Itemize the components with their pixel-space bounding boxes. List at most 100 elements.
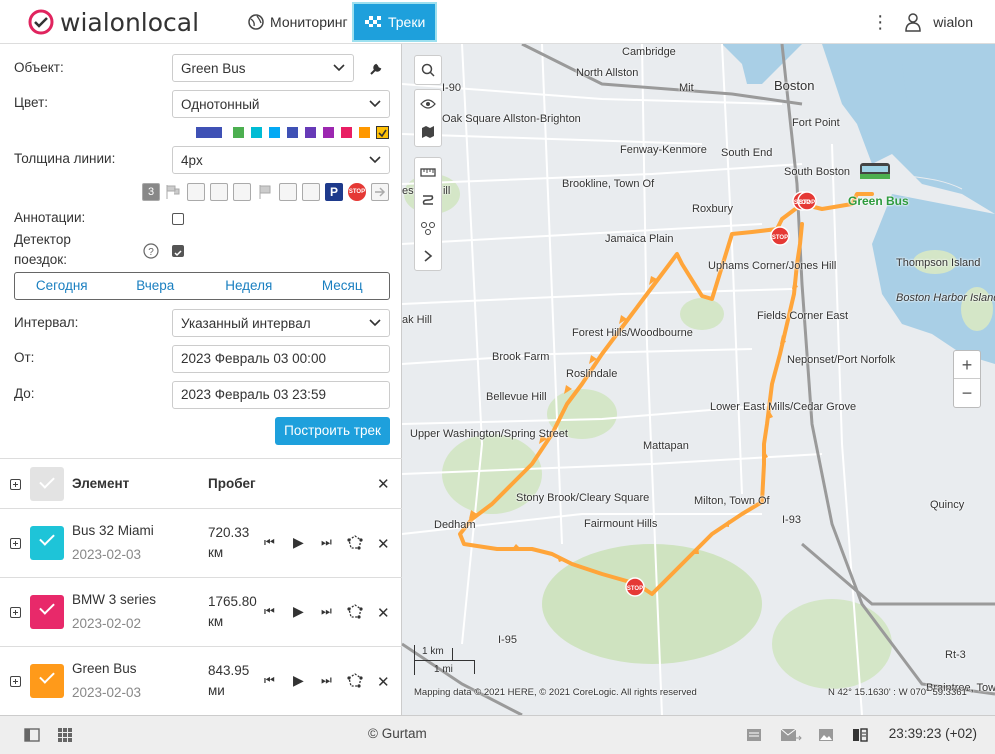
- mail-icon[interactable]: [780, 728, 802, 742]
- unit-label[interactable]: Green Bus: [848, 194, 909, 208]
- stop-icon[interactable]: STOP: [348, 183, 366, 201]
- track-name: Green Bus: [72, 661, 137, 676]
- video-icon[interactable]: [302, 183, 320, 201]
- track-date: 2023-02-03: [72, 685, 142, 700]
- from-input[interactable]: 2023 Февраль 03 00:00: [172, 345, 390, 373]
- nodes-icon[interactable]: [415, 214, 441, 242]
- arrow-icon[interactable]: [371, 183, 389, 201]
- flag-icon[interactable]: [256, 183, 274, 201]
- trip-detector-checkbox[interactable]: [172, 245, 184, 257]
- select-all-checkbox[interactable]: [30, 467, 64, 501]
- period-yesterday[interactable]: Вчера: [136, 278, 175, 293]
- stop-markers[interactable]: [625, 191, 817, 597]
- column-element: Элемент: [72, 476, 130, 491]
- map-label: Fields Corner East: [757, 310, 849, 322]
- track-color-checkbox[interactable]: [30, 595, 64, 629]
- next-icon[interactable]: ⏭: [321, 604, 332, 618]
- fuel-icon[interactable]: [187, 183, 205, 201]
- image-icon[interactable]: [818, 728, 834, 742]
- color-chip[interactable]: [233, 127, 244, 138]
- sidebar-toggle-icon[interactable]: [24, 728, 40, 742]
- period-today[interactable]: Сегодня: [35, 278, 88, 293]
- to-input[interactable]: 2023 Февраль 03 23:59: [172, 381, 390, 409]
- expand-icon[interactable]: [10, 607, 21, 618]
- log-icon[interactable]: [746, 728, 762, 742]
- map-icon[interactable]: [415, 118, 441, 146]
- interval-select[interactable]: Указанный интервал: [172, 309, 390, 337]
- parking-icon[interactable]: P: [325, 183, 343, 201]
- build-track-button[interactable]: Построить трек: [275, 417, 390, 445]
- track-name: BMW 3 series: [72, 592, 157, 607]
- color-select[interactable]: Однотонный: [172, 90, 390, 118]
- period-week[interactable]: Неделя: [225, 278, 273, 293]
- color-chip[interactable]: [251, 127, 262, 138]
- object-select[interactable]: Green Bus: [172, 54, 354, 82]
- prev-icon[interactable]: ⏮: [264, 673, 275, 687]
- play-icon[interactable]: ▶: [293, 534, 304, 550]
- ruler-icon[interactable]: [415, 158, 441, 186]
- bus-icon[interactable]: [860, 163, 890, 179]
- map-label: North Allston: [576, 67, 639, 79]
- color-chip[interactable]: [269, 127, 280, 138]
- play-icon[interactable]: ▶: [293, 672, 304, 688]
- chevron-right-icon[interactable]: [415, 242, 441, 270]
- period-month[interactable]: Месяц: [321, 278, 363, 293]
- expand-all-icon[interactable]: [10, 479, 21, 490]
- flags-icon[interactable]: [164, 183, 182, 201]
- nav-tracks[interactable]: Треки: [352, 2, 438, 42]
- wrench-icon[interactable]: [368, 61, 384, 77]
- track-mileage-unit: км: [208, 614, 224, 629]
- user-name[interactable]: wialon: [933, 14, 973, 30]
- next-icon[interactable]: ⏭: [321, 673, 332, 687]
- prev-icon[interactable]: ⏮: [264, 535, 275, 549]
- user-icon[interactable]: [901, 12, 925, 32]
- remove-track-icon[interactable]: ✕: [377, 536, 390, 553]
- logo[interactable]: wialonlocal: [26, 8, 199, 37]
- map-label: I-95: [498, 634, 517, 646]
- nav-monitoring[interactable]: Мониторинг: [238, 4, 358, 40]
- image-icon[interactable]: [279, 183, 297, 201]
- eye-icon[interactable]: [415, 90, 441, 118]
- prev-icon[interactable]: ⏮: [264, 604, 275, 618]
- next-icon[interactable]: ⏭: [321, 535, 332, 549]
- help-icon[interactable]: ?: [143, 243, 159, 259]
- color-chip[interactable]: [376, 126, 389, 139]
- kebab-menu-icon[interactable]: ⋮: [871, 11, 890, 32]
- track-color-checkbox[interactable]: [30, 526, 64, 560]
- search-icon[interactable]: [415, 56, 441, 84]
- fuel-pump-icon[interactable]: [233, 183, 251, 201]
- annotations-checkbox[interactable]: [172, 213, 184, 225]
- trip-number-icon[interactable]: 3: [142, 183, 160, 201]
- expand-icon[interactable]: [10, 676, 21, 687]
- play-icon[interactable]: ▶: [293, 603, 304, 619]
- track-row[interactable]: Bus 32 Miami 2023-02-03 720.33 км ⏮ ▶ ⏭ ✕: [0, 508, 402, 577]
- route-icon[interactable]: [415, 186, 441, 214]
- gauge-icon[interactable]: [210, 183, 228, 201]
- map[interactable]: STOP STOP STOP STOP Cambridge Boston North Al…: [402, 44, 995, 715]
- color-chip[interactable]: [341, 127, 352, 138]
- book-icon[interactable]: [852, 728, 868, 742]
- polygon-icon[interactable]: [346, 672, 364, 690]
- track-row[interactable]: BMW 3 series 2023-02-02 1765.80 км ⏮ ▶ ⏭ …: [0, 577, 402, 646]
- close-all-icon[interactable]: ✕: [377, 476, 390, 493]
- polygon-icon[interactable]: [346, 603, 364, 621]
- color-chip[interactable]: [305, 127, 316, 138]
- scale-km: 1 km: [422, 646, 444, 657]
- zoom-in-button[interactable]: +: [954, 351, 980, 379]
- apps-grid-icon[interactable]: [57, 728, 73, 742]
- color-chip[interactable]: [359, 127, 370, 138]
- remove-track-icon[interactable]: ✕: [377, 674, 390, 691]
- expand-icon[interactable]: [10, 538, 21, 549]
- color-chip[interactable]: [323, 127, 334, 138]
- thickness-select[interactable]: 4px: [172, 146, 390, 174]
- map-label: Oak Square Allston-Brighton: [442, 113, 581, 125]
- track-row[interactable]: Green Bus 2023-02-03 843.95 ми ⏮ ▶ ⏭ ✕: [0, 646, 402, 715]
- track-color-checkbox[interactable]: [30, 664, 64, 698]
- color-chip[interactable]: [287, 127, 298, 138]
- polygon-icon[interactable]: [346, 534, 364, 552]
- zoom-out-button[interactable]: −: [961, 383, 973, 403]
- color-chip-wide[interactable]: [196, 127, 222, 138]
- remove-track-icon[interactable]: ✕: [377, 605, 390, 622]
- map-label: Uphams Corner/Jones Hill: [708, 260, 837, 272]
